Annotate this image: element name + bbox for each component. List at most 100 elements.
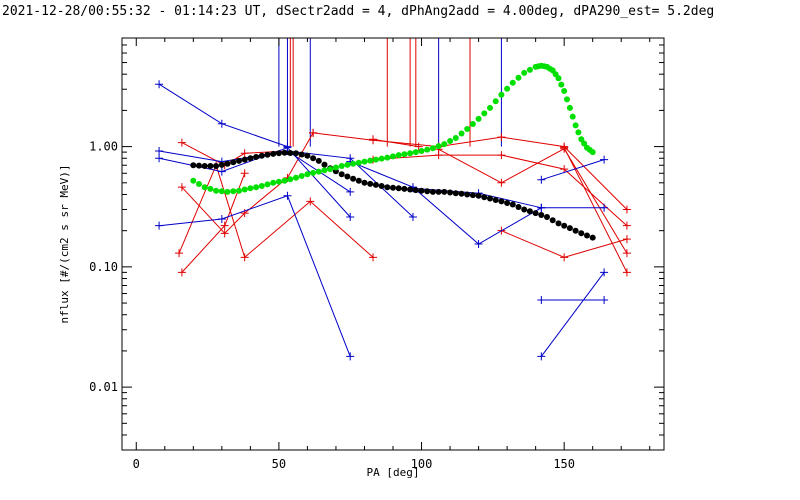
x-tick-label: 0 (133, 457, 140, 471)
green-curve-point (321, 167, 328, 174)
black-curve-point (578, 230, 585, 237)
green-curve-point (350, 160, 357, 167)
black-curve-point (298, 151, 305, 158)
red-plus-point (622, 235, 631, 244)
black-curve-point (213, 163, 220, 169)
green-curve-point (293, 174, 299, 181)
green-curve-point (315, 168, 322, 175)
green-curve-point (498, 91, 505, 98)
blue-plus-point (217, 119, 226, 128)
green-curve-point (236, 187, 242, 194)
black-curve-point (487, 195, 493, 202)
plot-frame (121, 37, 665, 451)
green-curve-point (253, 184, 260, 191)
black-curve-point (270, 150, 277, 157)
green-curve-point (298, 173, 305, 179)
green-curve-point (558, 81, 565, 88)
green-curve-point (395, 152, 402, 159)
blue-series-line (350, 161, 542, 245)
blue-plus-point (537, 296, 546, 305)
green-curve-point (338, 163, 345, 169)
green-curve-point (504, 85, 511, 92)
blue-plus-point (537, 352, 546, 361)
blue-plus-point (474, 239, 483, 248)
black-curve-point (287, 150, 294, 156)
green-curve-point (281, 177, 288, 184)
black-curve-point (241, 156, 248, 163)
black-curve-point (258, 152, 265, 159)
black-curve-point (549, 217, 556, 224)
blue-plus-point (283, 191, 292, 200)
black-curve-point (555, 220, 562, 227)
blue-plus-point (600, 155, 609, 164)
green-curve-point (327, 166, 334, 173)
black-curve-point (429, 188, 436, 195)
green-curve-point (435, 143, 442, 150)
green-curve-point (207, 185, 214, 192)
red-plus-point (622, 249, 631, 258)
red-plus-point (220, 229, 229, 238)
red-series-line (438, 148, 628, 254)
green-curve-point (555, 75, 562, 82)
green-curve-point (218, 188, 225, 195)
blue-plus-point (155, 146, 164, 155)
black-curve-point (247, 155, 254, 162)
black-curve-point (401, 185, 408, 192)
red-plus-point (622, 221, 631, 230)
black-curve-point (424, 188, 431, 195)
black-curve-point (475, 192, 482, 199)
blue-plus-point (600, 296, 609, 305)
black-curve-point (321, 161, 328, 168)
green-curve-point (492, 98, 499, 105)
red-plus-point (177, 138, 186, 147)
data-series (155, 62, 631, 361)
black-curve-point (344, 173, 351, 180)
green-curve-point (526, 66, 533, 73)
green-curve-point (270, 179, 277, 186)
blue-plus-point (600, 203, 609, 212)
black-curve-point (561, 222, 568, 229)
y-tick-label: 0.01 (89, 380, 118, 394)
red-plus-point (309, 128, 318, 137)
blue-plus-point (346, 187, 355, 196)
blue-plus-point (537, 175, 546, 184)
red-plus-point (240, 149, 249, 158)
green-curve-point (390, 153, 396, 160)
green-curve-point (424, 146, 431, 153)
green-curve-point (509, 79, 516, 86)
black-curve-point (441, 188, 448, 195)
red-plus-point (414, 142, 423, 151)
black-curve-point (584, 232, 590, 239)
blue-plus-point (346, 212, 355, 221)
green-curve-point (344, 161, 351, 168)
red-plus-point (240, 253, 249, 262)
black-curve-point (566, 225, 573, 232)
green-curve-point (475, 115, 482, 122)
black-curve-point (452, 190, 459, 197)
black-curve-point (572, 227, 579, 234)
x-tick-label: 100 (411, 457, 433, 471)
black-curve-point (315, 157, 322, 164)
black-curve-point (509, 201, 516, 208)
green-curve-point (355, 159, 362, 166)
black-curve-point (281, 149, 288, 156)
axes: 0 50 100 150 0.01 0.10 1.00 (89, 37, 664, 471)
black-curve-point (407, 186, 414, 193)
green-curve-point (247, 185, 254, 192)
green-curve-point (469, 121, 476, 127)
black-curve-point (504, 200, 511, 206)
green-curve-point (452, 135, 459, 141)
green-curve-point (401, 151, 408, 158)
green-curve-point (372, 156, 379, 163)
green-curve-point (481, 110, 488, 117)
blue-plus-point (155, 154, 164, 163)
green-curve-point (441, 141, 448, 148)
black-curve-point (515, 204, 522, 210)
blue-plus-point (155, 80, 164, 89)
blue-plus-point (346, 352, 355, 361)
green-curve-point (464, 126, 471, 132)
green-curve-point (332, 164, 339, 171)
red-plus-point (177, 268, 186, 277)
green-curve-point (572, 122, 579, 129)
red-plus-point (175, 249, 184, 258)
